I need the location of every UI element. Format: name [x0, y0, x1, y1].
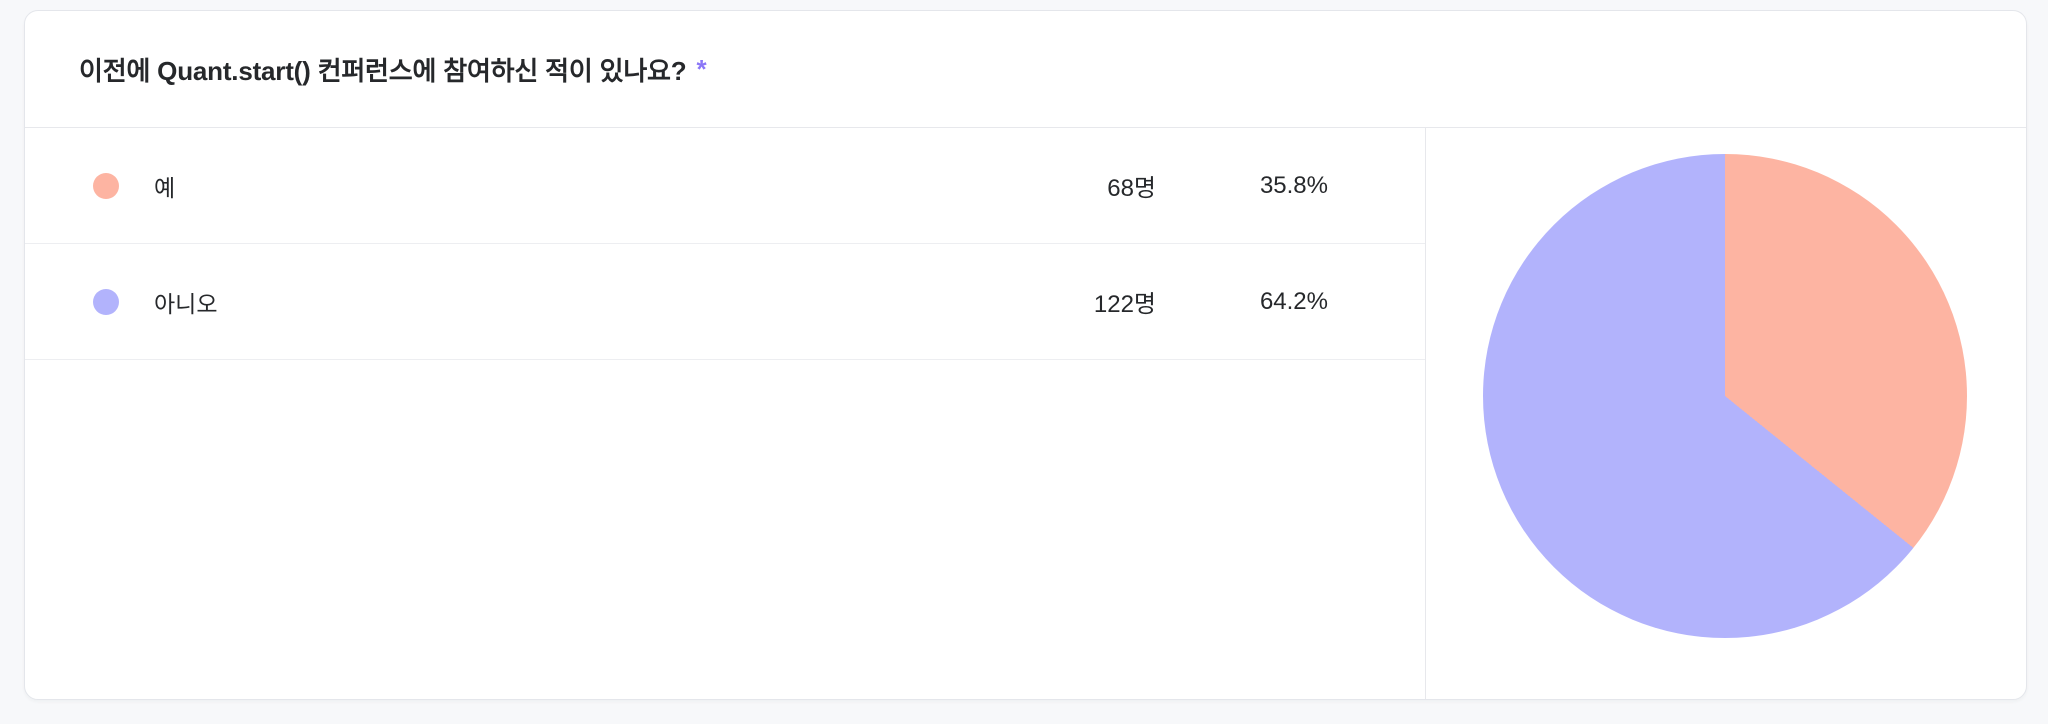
option-count: 68명 [1107, 175, 1156, 202]
question-title: 이전에 Quant.start() 컨퍼런스에 참여하신 적이 있나요? [79, 55, 687, 86]
option-percent: 35.8% [1259, 171, 1328, 199]
option-label: 아니오 [154, 290, 218, 317]
legend-dot-no [93, 288, 119, 315]
card-body: 예 68명 35.8% 아니오 122명 64.2% [25, 128, 2026, 699]
survey-question-card: 이전에 Quant.start() 컨퍼런스에 참여하신 적이 있나요? * 예… [24, 10, 2027, 700]
answer-options-panel: 예 68명 35.8% 아니오 122명 64.2% [25, 128, 1425, 699]
legend-dot-yes [93, 172, 119, 199]
option-row-yes: 예 68명 35.8% [25, 128, 1425, 244]
option-label: 예 [154, 174, 176, 201]
chart-panel [1425, 128, 2026, 699]
pie-chart [1483, 154, 1967, 638]
option-row-no: 아니오 122명 64.2% [25, 244, 1425, 360]
required-asterisk: * [696, 53, 707, 84]
question-title-row: 이전에 Quant.start() 컨퍼런스에 참여하신 적이 있나요? * [25, 11, 2026, 128]
option-percent: 64.2% [1259, 287, 1328, 315]
option-count: 122명 [1093, 291, 1156, 318]
